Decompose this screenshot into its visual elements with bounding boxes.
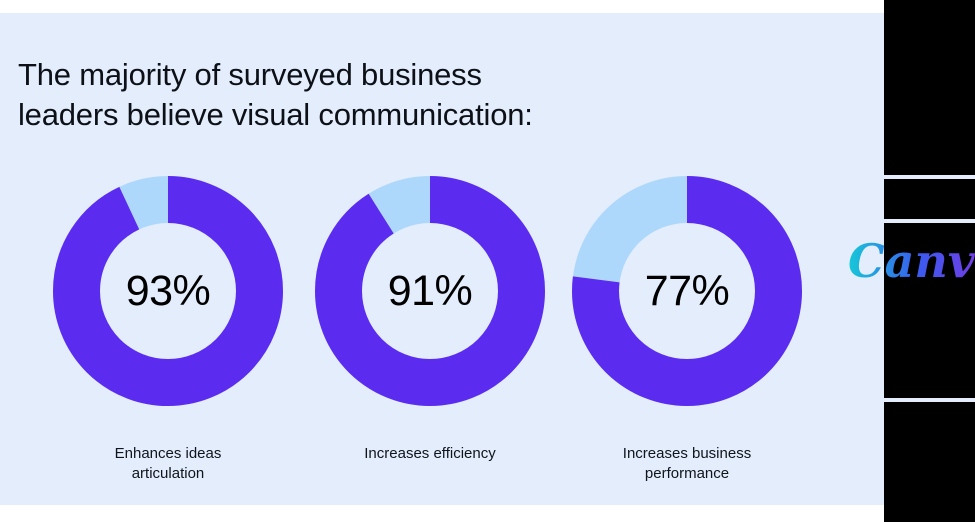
donut-svg-2: [572, 176, 802, 406]
slide-panel: The majority of surveyed business leader…: [0, 13, 884, 505]
donut-graphic: 77%: [572, 176, 802, 406]
donut-caption-2: Increases business performance: [622, 445, 752, 482]
donut-value-arc-1: [315, 176, 545, 406]
right-black-strips: [884, 0, 975, 522]
black-strip-4: [884, 402, 975, 522]
donut-chart-increases-efficiency: 91% Increases efficiency: [300, 176, 560, 462]
black-strip-1: [884, 0, 975, 175]
donut-svg-1: [315, 176, 545, 406]
donut-value-arc-2: [572, 176, 802, 406]
donut-chart-row: 93% Enhances ideas articulation 91% Incr…: [0, 176, 884, 482]
donut-chart-increases-business-performance: 77% Increases business performance: [557, 176, 817, 482]
donut-svg-0: [53, 176, 283, 406]
donut-caption-1: Increases efficiency: [364, 445, 496, 462]
black-strip-2: [884, 179, 975, 219]
donut-chart-enhances-ideas-articulation: 93% Enhances ideas articulation: [38, 176, 298, 482]
donut-graphic: 91%: [315, 176, 545, 406]
page-title: The majority of surveyed business leader…: [18, 57, 533, 132]
donut-graphic: 93%: [53, 176, 283, 406]
black-strip-3: [884, 223, 975, 398]
donut-caption-0: Enhances ideas articulation: [114, 445, 222, 482]
donut-value-arc-0: [53, 176, 283, 406]
